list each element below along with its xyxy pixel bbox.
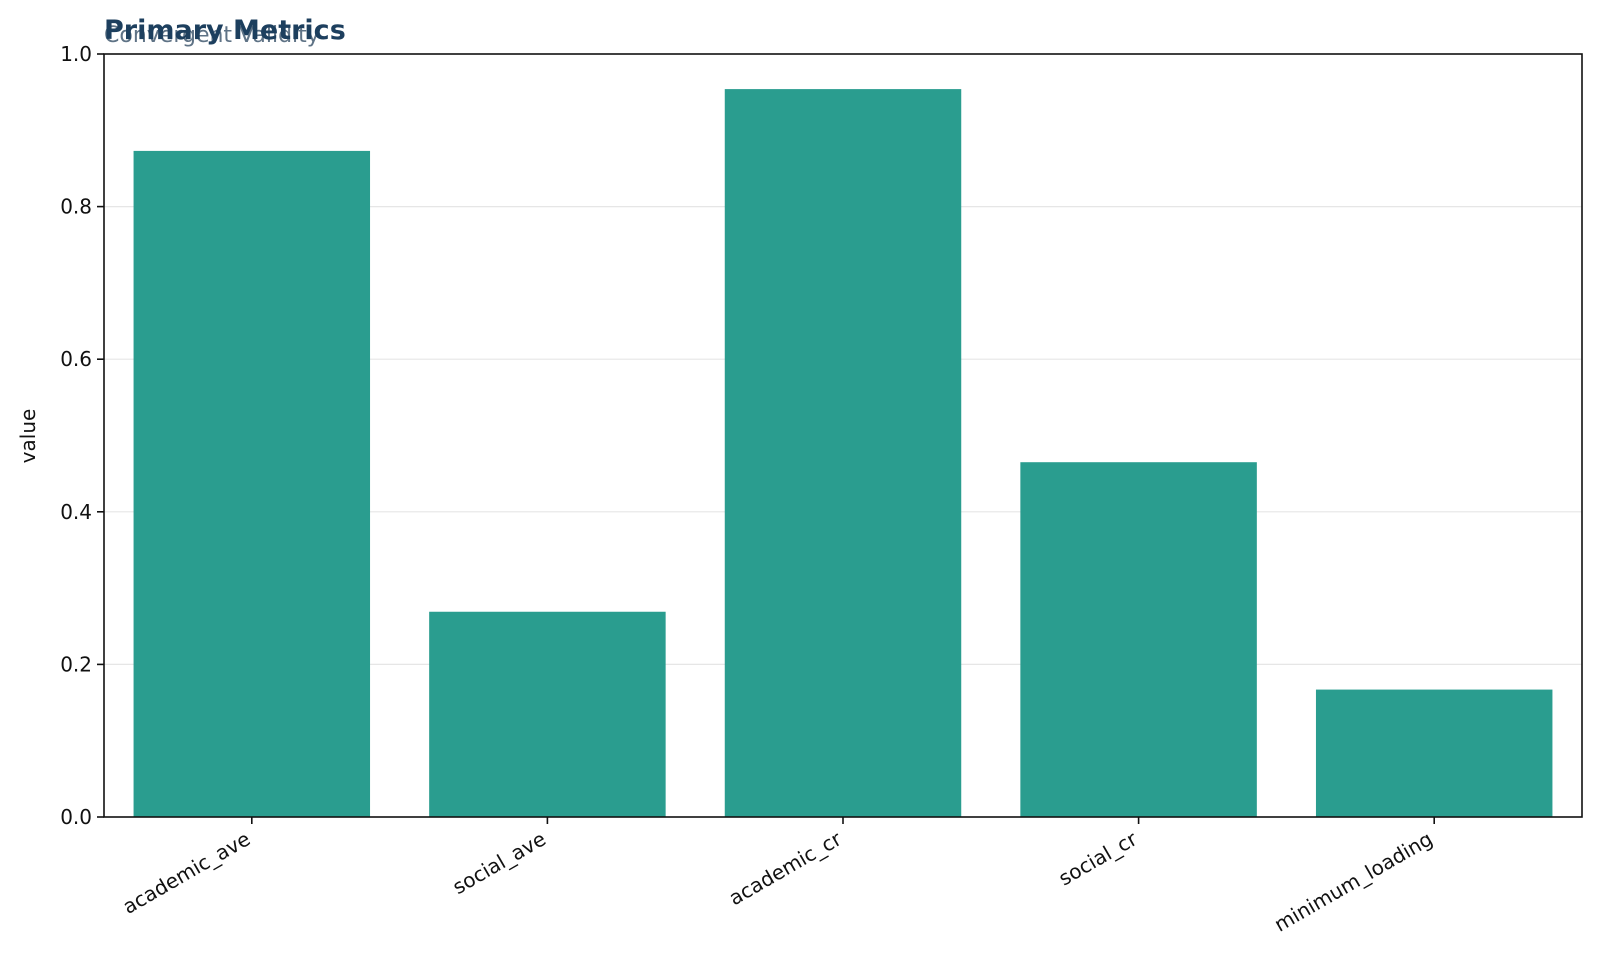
y-tick-label: 0.2 xyxy=(60,652,92,676)
y-tick-label: 0.4 xyxy=(60,500,92,524)
x-tick-label: academic_ave xyxy=(118,827,254,919)
bar-social_cr xyxy=(1020,462,1257,817)
y-tick-label: 0.8 xyxy=(60,195,92,219)
y-tick-label: 1.0 xyxy=(60,42,92,66)
y-tick-label: 0.6 xyxy=(60,347,92,371)
x-tick-label: social_cr xyxy=(1054,826,1141,890)
bars xyxy=(133,89,1553,817)
x-axis: academic_ave social_ave academic_cr social_… xyxy=(118,817,1437,937)
bar-academic_cr xyxy=(724,89,962,817)
x-tick-label: academic_cr xyxy=(725,826,847,910)
y-tick-label: 0.0 xyxy=(60,805,92,829)
y-axis: 0.0 0.2 0.4 0.6 0.8 1.0 xyxy=(60,42,104,829)
chart-subtitle: Convergent Validity xyxy=(104,23,320,48)
y-axis-label: value xyxy=(16,409,40,464)
x-tick-label: social_ave xyxy=(448,827,550,899)
bar-academic_ave xyxy=(133,150,371,817)
bar-minimum_loading xyxy=(1315,689,1553,817)
x-tick-label: minimum_loading xyxy=(1270,827,1437,937)
bar-social_ave xyxy=(429,611,666,817)
chart-title: Primary Metrics xyxy=(104,15,346,46)
